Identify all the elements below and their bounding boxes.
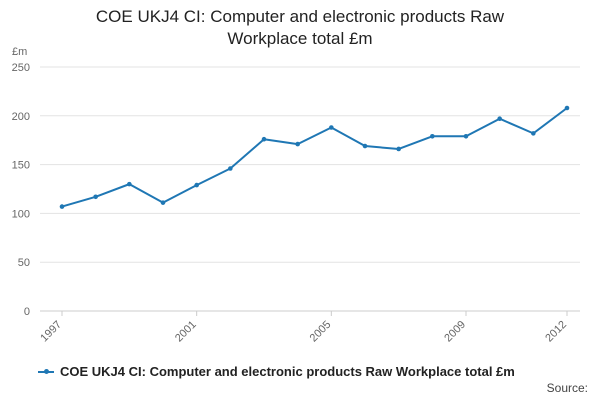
legend: COE UKJ4 CI: Computer and electronic pro…: [38, 364, 515, 379]
y-tick-label-150: 150: [12, 160, 30, 172]
data-point-2001: [194, 182, 199, 188]
data-point-2008: [430, 133, 435, 139]
data-point-2004: [295, 141, 300, 147]
data-point-1999: [127, 181, 132, 187]
data-point-2003: [261, 136, 267, 142]
data-point-2002: [228, 166, 233, 171]
data-point-2006: [362, 143, 368, 149]
x-tick-label-2005: 2005: [308, 319, 334, 345]
data-point-2005: [329, 125, 334, 130]
y-axis-unit-label: £m: [12, 46, 27, 58]
y-tick-label-250: 250: [12, 62, 30, 74]
y-tick-label-0: 0: [24, 306, 30, 318]
legend-entry-label: COE UKJ4 CI: Computer and electronic pro…: [60, 364, 515, 379]
data-point-2000: [160, 200, 166, 205]
gridlines: [40, 66, 580, 263]
x-axis-tick-labels: 1997 2001 2005 2009 2012: [38, 311, 569, 344]
x-tick-label-2009: 2009: [442, 319, 468, 345]
y-tick-label-50: 50: [18, 257, 30, 269]
data-point-2007: [396, 146, 401, 152]
data-point-2012: [564, 105, 570, 111]
chart-title-line-1: COE UKJ4 CI: Computer and electronic pro…: [95, 7, 505, 26]
data-point-1997: [59, 204, 65, 209]
series-line-0: [61, 107, 568, 208]
data-point-2010: [497, 116, 502, 122]
y-tick-label-100: 100: [12, 208, 30, 220]
data-point-2009: [463, 133, 469, 139]
y-axis: 0 50 100 150 200 250: [12, 62, 30, 318]
x-tick-label-2012: 2012: [543, 319, 569, 345]
y-tick-label-200: 200: [12, 111, 30, 123]
chart-title-line-2: Workplace total £m: [227, 29, 373, 48]
series: [59, 105, 570, 209]
legend-line-marker-icon: [38, 368, 54, 374]
data-point-2011: [531, 131, 536, 136]
x-tick-label-2001: 2001: [173, 319, 199, 345]
chart-title: COE UKJ4 CI: Computer and electronic pro…: [0, 6, 600, 50]
data-point-1998: [93, 194, 98, 200]
x-tick-label-1997: 1997: [38, 319, 64, 345]
source-label: Source:: [546, 381, 588, 395]
